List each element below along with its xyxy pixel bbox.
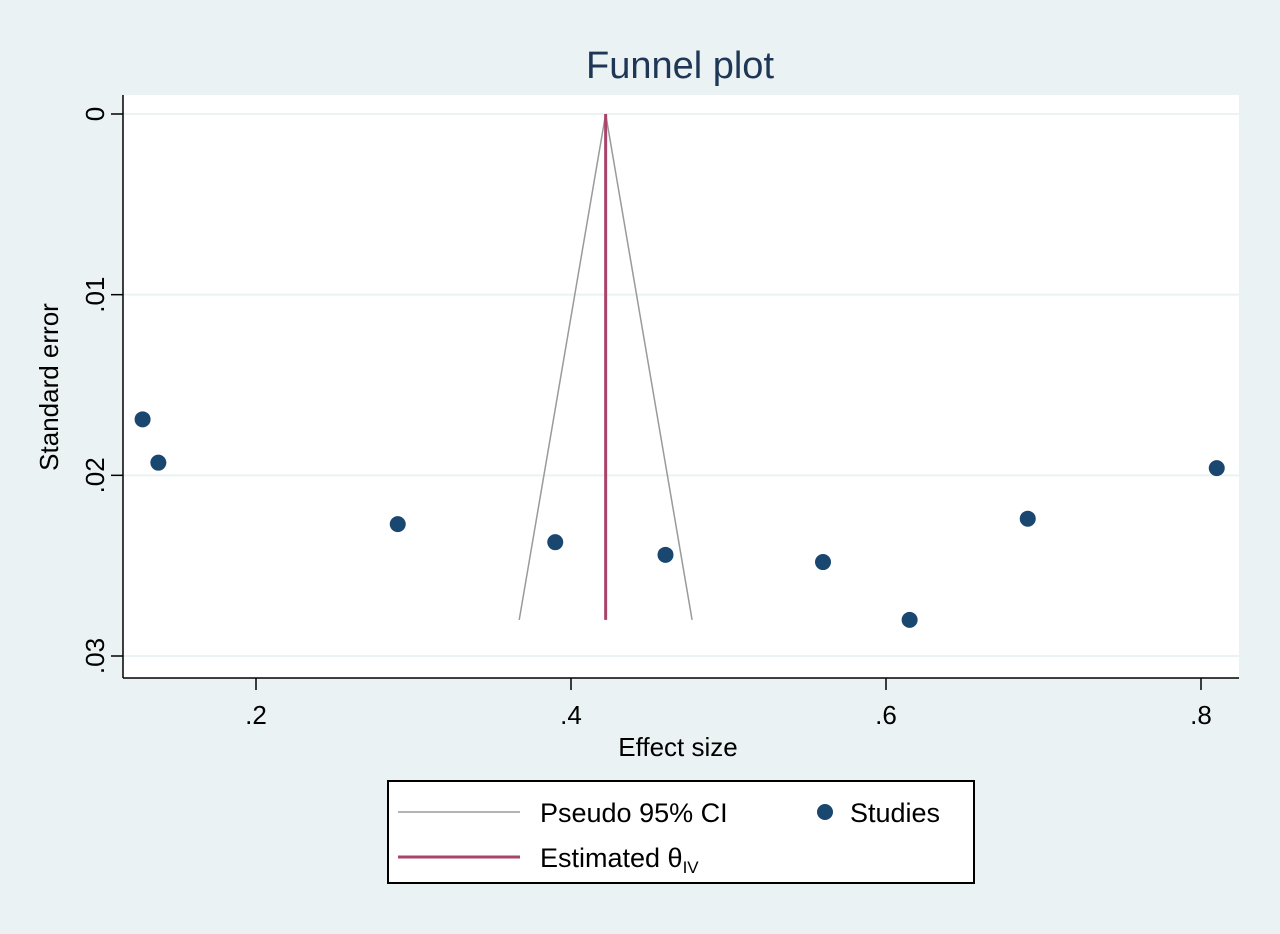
y-tick-label: .01 bbox=[80, 277, 110, 313]
grid-lines bbox=[123, 113, 1239, 657]
x-tick-label: .2 bbox=[245, 700, 267, 730]
plot-area bbox=[123, 95, 1239, 678]
study-point bbox=[1019, 510, 1036, 527]
study-point bbox=[815, 554, 831, 571]
x-tick-label: .6 bbox=[875, 700, 897, 730]
study-point bbox=[547, 534, 564, 551]
study-point bbox=[134, 411, 151, 428]
chart-title: Funnel plot bbox=[586, 45, 774, 87]
legend-box bbox=[387, 780, 975, 884]
y-tick-label: .03 bbox=[80, 638, 110, 674]
y-tick-label: 0 bbox=[80, 107, 110, 121]
x-tick-label: .8 bbox=[1190, 700, 1212, 730]
study-point bbox=[657, 546, 674, 563]
study-point bbox=[1208, 460, 1225, 477]
y-tick-label: .02 bbox=[80, 457, 110, 493]
study-points bbox=[134, 411, 1225, 628]
study-point bbox=[901, 611, 918, 628]
legend-estimate-text: Estimated θ bbox=[540, 843, 683, 873]
y-axis-title: Standard error bbox=[34, 303, 64, 471]
axes: 0 .01 .02 .03 .2 .4 .6 .8 bbox=[80, 95, 1239, 730]
study-point bbox=[150, 454, 167, 471]
legend-studies-swatch bbox=[817, 804, 833, 820]
legend-ci-label: Pseudo 95% CI bbox=[540, 798, 728, 828]
pseudo-ci-lines bbox=[518, 113, 693, 620]
legend: Pseudo 95% CI Studies Estimated θIV bbox=[387, 780, 975, 884]
legend-estimate-subscript: IV bbox=[683, 858, 700, 877]
ci-line-right bbox=[604, 113, 693, 620]
x-tick-label: .4 bbox=[560, 700, 582, 730]
study-point bbox=[389, 516, 406, 533]
legend-studies-label: Studies bbox=[850, 798, 940, 828]
legend-estimate-label: Estimated θIV bbox=[540, 843, 699, 877]
ci-line-left bbox=[518, 113, 607, 620]
x-axis-title: Effect size bbox=[618, 732, 737, 762]
